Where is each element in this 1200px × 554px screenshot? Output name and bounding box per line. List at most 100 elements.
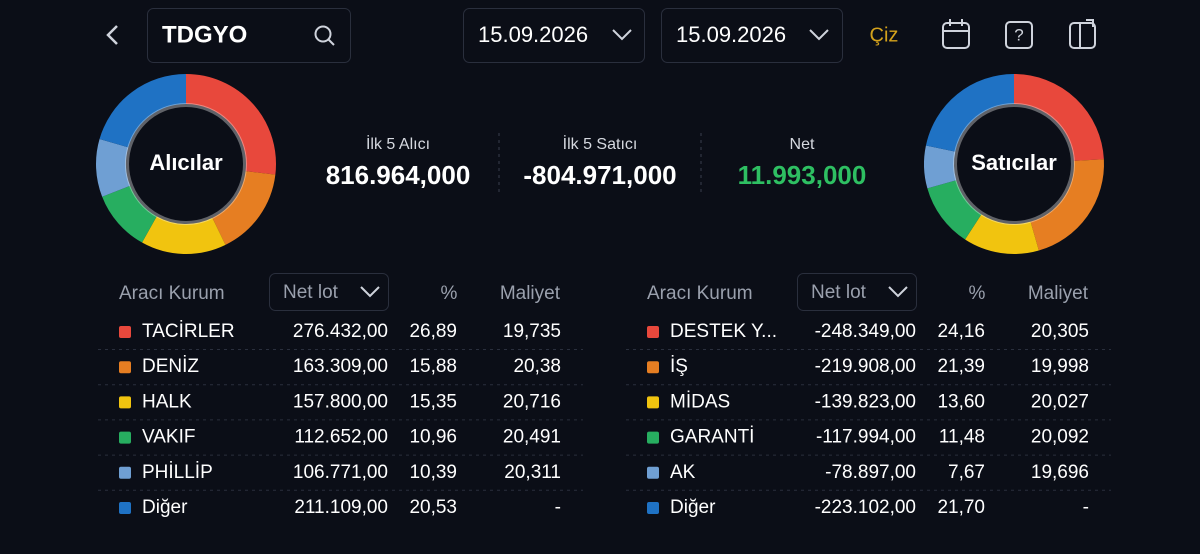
- net-lot-sort-dropdown[interactable]: [269, 273, 389, 311]
- layout-icon[interactable]: [1069, 19, 1096, 49]
- donut-segment: [185, 74, 276, 175]
- column-header: Net lot: [283, 282, 339, 303]
- donut-segment: [142, 216, 226, 254]
- percent: 21,39: [937, 356, 985, 377]
- column-header: Aracı Kurum: [647, 283, 753, 304]
- dropdown-chevron: [360, 286, 380, 298]
- color-swatch: [119, 466, 131, 479]
- cost: 20,38: [513, 356, 561, 377]
- column-header: %: [969, 283, 986, 304]
- color-swatch: [119, 431, 131, 444]
- percent: 11,48: [939, 427, 985, 448]
- net-lot: -223.102,00: [815, 497, 916, 518]
- cost: 20,305: [1031, 321, 1089, 342]
- color-swatch: [647, 502, 659, 514]
- donut-segment: [927, 179, 982, 240]
- net-lot: -78.897,00: [825, 462, 916, 483]
- net-lot: -219.908,00: [815, 356, 916, 377]
- color-swatch: [647, 431, 659, 444]
- percent: 7,67: [948, 462, 985, 483]
- broker-name: DESTEK Y...: [670, 321, 777, 342]
- donut-segment: [924, 145, 957, 189]
- net-lot: -248.349,00: [815, 321, 916, 342]
- donut-segment: [99, 74, 187, 148]
- donut-segment: [1029, 159, 1104, 251]
- net-lot: 163.309,00: [293, 356, 388, 377]
- donut-segment: [211, 170, 276, 245]
- net-lot: -117.994,00: [816, 427, 916, 448]
- cost: 19,735: [503, 321, 561, 342]
- broker-name: DENİZ: [142, 356, 199, 377]
- cost: 20,027: [1031, 391, 1089, 412]
- broker-name: GARANTİ: [670, 427, 754, 448]
- svg-text:?: ?: [1014, 25, 1023, 44]
- search-box[interactable]: TDGYO: [147, 8, 351, 63]
- net-lot: 211.109,00: [294, 497, 388, 518]
- percent: 26,89: [409, 321, 457, 342]
- cost: 19,998: [1031, 356, 1089, 377]
- broker-name: PHİLLİP: [142, 462, 213, 483]
- summary-value: 816.964,000: [326, 160, 471, 190]
- summary-value: 11.993,000: [738, 160, 867, 190]
- color-swatch: [647, 326, 659, 338]
- color-swatch: [647, 396, 659, 409]
- net-lot: 276.432,00: [293, 321, 388, 342]
- percent: 20,53: [409, 497, 457, 518]
- broker-name: AK: [670, 462, 696, 483]
- date-to: 15.09.2026: [676, 22, 786, 47]
- net-lot: 106.771,00: [293, 462, 388, 483]
- donut-inner-ring: [953, 103, 1075, 225]
- donut-inner-ring: [125, 103, 247, 225]
- color-swatch: [647, 361, 659, 374]
- broker-name: İŞ: [670, 356, 688, 377]
- donut-segment: [1013, 74, 1104, 162]
- cost: -: [1083, 497, 1089, 518]
- column-header: Maliyet: [1028, 283, 1089, 304]
- broker-name: VAKIF: [142, 427, 196, 448]
- percent: 10,39: [409, 462, 457, 483]
- broker-name: Diğer: [670, 497, 716, 518]
- donut-segment: [925, 74, 1015, 153]
- donut-label: Satıcılar: [971, 150, 1057, 175]
- summary-value: -804.971,000: [523, 160, 676, 190]
- date-from-dropdown[interactable]: 15.09.2026: [463, 8, 645, 63]
- help-icon[interactable]: ?: [1005, 21, 1033, 49]
- donut-label: Alıcılar: [149, 150, 223, 175]
- net-lot: 157.800,00: [293, 391, 388, 412]
- column-header: Maliyet: [500, 283, 561, 304]
- percent: 24,16: [937, 321, 985, 342]
- broker-name: TACİRLER: [142, 321, 235, 342]
- cost: 20,716: [503, 391, 561, 412]
- calendar-icon[interactable]: [942, 19, 970, 49]
- cost: 20,092: [1031, 427, 1089, 448]
- donut-segment: [102, 185, 158, 243]
- color-swatch: [119, 396, 131, 409]
- summary-label: Net: [790, 136, 815, 153]
- percent: 21,70: [937, 497, 985, 518]
- summary-label: İlk 5 Alıcı: [366, 134, 430, 153]
- date-from: 15.09.2026: [478, 22, 588, 47]
- draw-button[interactable]: Çiz: [870, 24, 899, 46]
- percent: 15,88: [409, 356, 457, 377]
- color-swatch: [119, 326, 131, 338]
- date-to-dropdown[interactable]: 15.09.2026: [661, 8, 843, 63]
- column-header: %: [441, 283, 458, 304]
- search-text: TDGYO: [162, 21, 247, 48]
- column-header: Aracı Kurum: [119, 283, 225, 304]
- cost: 20,491: [503, 427, 561, 448]
- summary-label: İlk 5 Satıcı: [563, 134, 638, 153]
- net-lot-sort-dropdown[interactable]: [797, 273, 917, 311]
- back-button[interactable]: [106, 25, 118, 45]
- dropdown-chevron: [888, 286, 908, 298]
- column-header: Net lot: [811, 282, 867, 303]
- cost: 19,696: [1031, 462, 1089, 483]
- broker-name: HALK: [142, 391, 192, 412]
- donut-segment: [965, 214, 1039, 254]
- donut-segment: [96, 139, 131, 197]
- color-swatch: [119, 502, 131, 514]
- cost: 20,311: [504, 462, 561, 483]
- net-lot: -139.823,00: [815, 391, 916, 412]
- cost: -: [555, 497, 561, 518]
- percent: 10,96: [409, 427, 457, 448]
